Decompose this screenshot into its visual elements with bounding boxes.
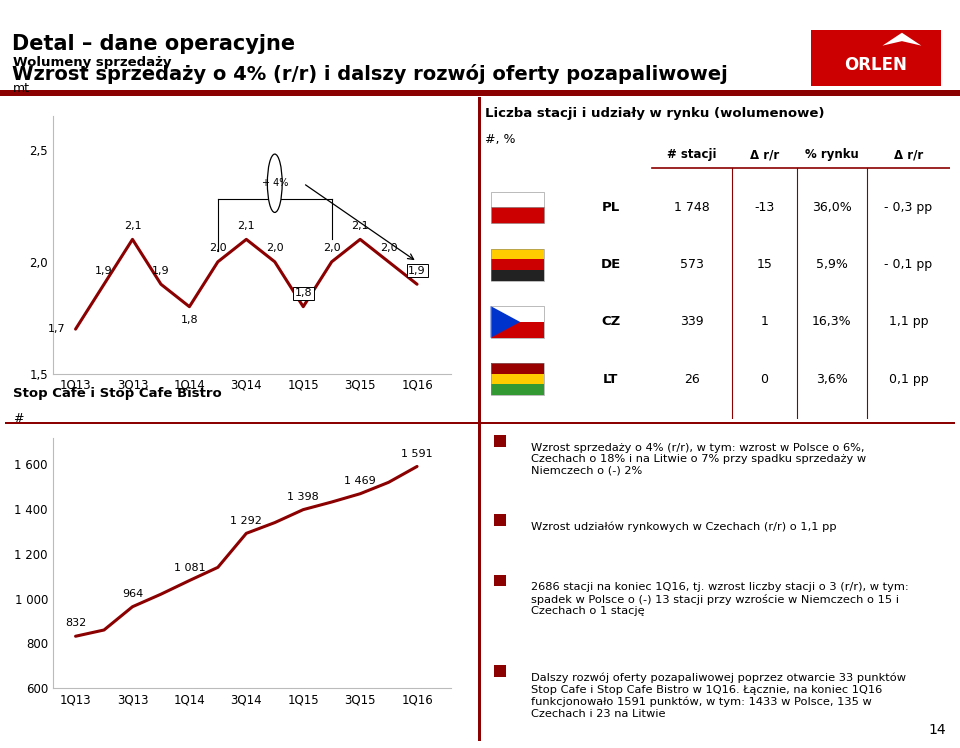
Bar (491, 270, 544, 280)
Text: LT: LT (603, 373, 618, 386)
Bar (491, 364, 544, 395)
Text: 2,1: 2,1 (237, 221, 255, 231)
Text: DE: DE (600, 258, 620, 272)
Text: 2,0: 2,0 (266, 243, 283, 254)
Bar (491, 207, 544, 224)
Text: + 4%: + 4% (261, 178, 288, 188)
Text: 573: 573 (680, 258, 704, 272)
Circle shape (268, 154, 282, 212)
Text: #: # (12, 412, 23, 425)
Text: 2,0: 2,0 (323, 243, 341, 254)
Text: 2,1: 2,1 (351, 221, 369, 231)
Bar (491, 384, 544, 395)
Bar (494, 574, 507, 586)
Bar (491, 322, 544, 338)
Text: 1 292: 1 292 (230, 515, 262, 526)
Text: #, %: #, % (485, 133, 516, 146)
Text: Wzrost udziałów rynkowych w Czechach (r/r) o 1,1 pp: Wzrost udziałów rynkowych w Czechach (r/… (531, 521, 837, 532)
Text: CZ: CZ (601, 316, 620, 328)
Text: 26: 26 (684, 373, 700, 386)
Text: 1 081: 1 081 (174, 562, 205, 573)
Text: Stop Cafe i Stop Cafe Bistro: Stop Cafe i Stop Cafe Bistro (12, 387, 222, 400)
Bar (491, 249, 544, 260)
Text: Detal – dane operacyjne: Detal – dane operacyjne (12, 34, 295, 54)
Text: 1,9: 1,9 (95, 266, 113, 276)
Bar (491, 306, 544, 322)
Polygon shape (882, 33, 922, 46)
Bar (491, 249, 544, 280)
Text: 1 748: 1 748 (674, 201, 709, 214)
Text: 964: 964 (122, 589, 143, 599)
Text: # stacji: # stacji (667, 148, 717, 162)
Text: % rynku: % rynku (804, 148, 858, 162)
Text: 2,0: 2,0 (380, 243, 397, 254)
Bar (491, 191, 544, 207)
Text: Wolumeny sprzedaży: Wolumeny sprzedaży (12, 57, 172, 70)
Text: 339: 339 (681, 316, 704, 328)
Bar (491, 306, 544, 338)
Text: -13: -13 (754, 201, 775, 214)
Text: 36,0%: 36,0% (812, 201, 852, 214)
Text: 1 469: 1 469 (345, 476, 376, 486)
Text: mt: mt (12, 82, 30, 95)
Text: 1,9: 1,9 (152, 266, 170, 276)
Text: 3,6%: 3,6% (816, 373, 848, 386)
Text: Wzrost sprzedaży o 4% (r/r) i dalszy rozwój oferty pozapaliwowej: Wzrost sprzedaży o 4% (r/r) i dalszy roz… (12, 64, 728, 84)
Bar (491, 374, 544, 384)
Text: 832: 832 (65, 619, 86, 628)
Text: Dalszy rozwój oferty pozapaliwowej poprzez otwarcie 33 punktów
Stop Cafe i Stop : Dalszy rozwój oferty pozapaliwowej poprz… (531, 672, 906, 719)
Text: 16,3%: 16,3% (812, 316, 852, 328)
Bar (494, 514, 507, 526)
Text: 5,9%: 5,9% (816, 258, 848, 272)
Text: PL: PL (601, 201, 619, 214)
Text: 1,8: 1,8 (295, 288, 312, 298)
Bar (494, 435, 507, 447)
Polygon shape (491, 306, 520, 338)
Text: 1: 1 (760, 316, 768, 328)
Text: 14: 14 (928, 723, 946, 737)
Text: Wzrost sprzedaży o 4% (r/r), w tym: wzrost w Polsce o 6%,
Czechach o 18% i na Li: Wzrost sprzedaży o 4% (r/r), w tym: wzro… (531, 443, 866, 476)
Text: 0: 0 (760, 373, 768, 386)
Text: 2,0: 2,0 (209, 243, 227, 254)
Text: Liczba stacji i udziały w rynku (wolumenowe): Liczba stacji i udziały w rynku (wolumen… (485, 107, 825, 120)
Text: - 0,3 pp: - 0,3 pp (884, 201, 932, 214)
Text: 15: 15 (756, 258, 772, 272)
Text: Δ r/r: Δ r/r (750, 148, 779, 162)
Text: 2686 stacji na koniec 1Q16, tj. wzrost liczby stacji o 3 (r/r), w tym:
spadek w : 2686 stacji na koniec 1Q16, tj. wzrost l… (531, 582, 909, 616)
Text: ORLEN: ORLEN (845, 55, 907, 74)
Text: Δ r/r: Δ r/r (894, 148, 924, 162)
Text: 1,7: 1,7 (48, 324, 65, 334)
Text: - 0,1 pp: - 0,1 pp (884, 258, 932, 272)
Text: 0,1 pp: 0,1 pp (889, 373, 928, 386)
Bar (491, 364, 544, 374)
Text: 1,9: 1,9 (408, 266, 426, 276)
Text: 2,1: 2,1 (124, 221, 141, 231)
Text: 1,8: 1,8 (180, 315, 198, 325)
Text: 1 398: 1 398 (287, 491, 319, 502)
Text: 1,1 pp: 1,1 pp (889, 316, 928, 328)
Text: 1 591: 1 591 (401, 449, 433, 459)
Bar (491, 260, 544, 270)
Bar (494, 666, 507, 677)
